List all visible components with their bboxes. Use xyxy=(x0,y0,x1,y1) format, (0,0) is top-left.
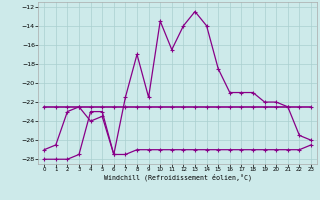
X-axis label: Windchill (Refroidissement éolien,°C): Windchill (Refroidissement éolien,°C) xyxy=(104,174,252,181)
